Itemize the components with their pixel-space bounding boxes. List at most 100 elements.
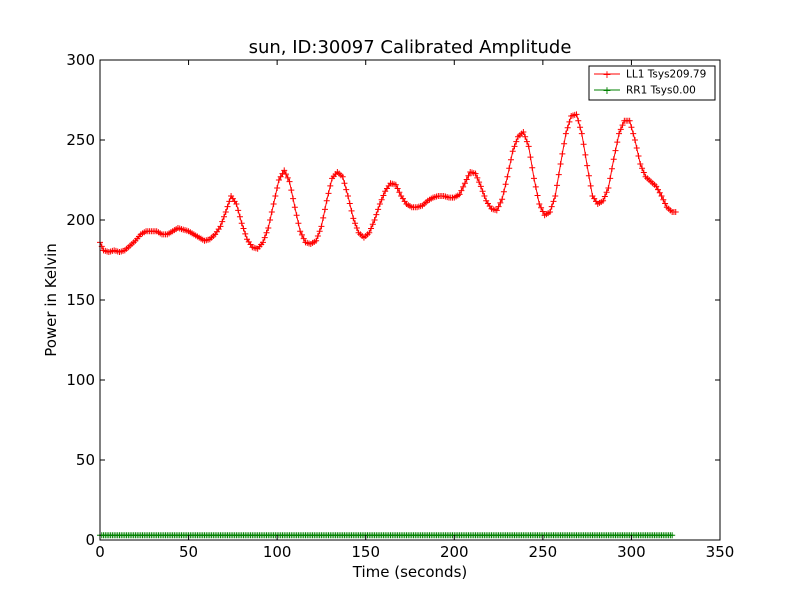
data-point-ll1 [352,220,359,227]
data-point-ll1 [458,187,465,194]
data-point-ll1 [653,183,660,190]
y-tick-label: 200 [66,211,95,229]
x-tick-label: 150 [351,543,380,561]
data-point-ll1 [242,230,249,237]
data-point-ll1 [286,178,293,185]
data-point-ll1 [339,173,346,180]
data-point-ll1 [474,174,481,181]
data-point-ll1 [550,198,557,205]
data-point-ll1 [314,233,321,239]
data-point-ll1 [323,197,330,204]
plot-series [97,111,679,539]
x-tick-label: 200 [440,543,469,561]
data-point-ll1 [394,185,401,192]
data-point-ll1 [546,209,553,215]
data-point-ll1 [233,201,240,207]
data-point-ll1 [499,196,506,203]
data-point-ll1 [520,129,527,135]
data-point-ll1 [283,171,289,178]
data-point-ll1 [548,203,555,210]
data-point-ll1 [284,174,291,181]
y-axis-title: Power in Kelvin [42,243,60,357]
chart-title: sun, ID:30097 Calibrated Amplitude [249,37,572,58]
data-point-ll1 [655,186,661,193]
data-point-ll1 [532,183,539,190]
legend-marker-ll1: + [602,68,611,81]
data-point-ll1 [263,229,270,236]
data-point-ll1 [658,193,665,199]
data-point-ll1 [290,195,297,202]
data-point-ll1 [353,225,360,231]
data-point-ll1 [522,133,529,140]
x-tick-label: 300 [617,543,646,561]
data-point-ll1 [578,130,585,137]
data-point-ll1 [506,165,513,172]
data-point-ll1 [222,209,229,215]
data-point-rr1 [669,532,676,539]
data-point-ll1 [608,165,615,172]
data-point-ll1 [321,206,328,213]
data-point-ll1 [456,191,463,198]
data-point-ll1 [509,148,516,155]
data-point-ll1 [477,183,484,190]
data-point-ll1 [275,177,282,183]
data-point-ll1 [619,122,626,129]
y-tick-label: 0 [85,531,95,549]
data-point-ll1 [534,192,541,199]
data-point-ll1 [279,170,286,177]
data-point-ll1 [507,156,514,163]
x-tick-label: 250 [529,543,558,561]
legend: + LL1 Tsys209.79 + RR1 Tsys0.00 [588,65,716,101]
data-point-ll1 [672,209,679,215]
data-point-ll1 [559,150,566,157]
data-point-ll1 [346,200,353,207]
x-tick-label: 50 [179,543,198,561]
data-point-ll1 [295,220,302,227]
data-point-ll1 [633,145,640,151]
data-point-ll1 [580,141,587,148]
legend-label-ll1: LL1 Tsys209.79 [626,69,706,81]
data-point-ll1 [582,151,589,158]
data-point-ll1 [327,182,334,189]
data-point-ll1 [465,172,472,179]
x-tick-label: 350 [706,543,735,561]
data-point-ll1 [272,193,279,199]
data-point-ll1 [538,204,545,211]
y-tick-label: 50 [76,451,95,469]
data-point-ll1 [502,181,509,188]
data-point-ll1 [504,173,511,180]
series-rr1 [97,532,676,539]
data-point-ll1 [577,124,584,131]
y-axis: 0 50 100 150 200 250 300 [66,51,720,549]
data-point-ll1 [268,209,275,215]
data-point-ll1 [300,235,307,242]
y-tick-label: 250 [66,131,95,149]
data-point-ll1 [564,124,571,131]
data-point-ll1 [525,143,532,150]
data-point-ll1 [240,225,247,232]
x-axis: 0 50 100 150 200 250 300 350 [95,60,734,561]
data-point-ll1 [313,237,320,244]
data-point-ll1 [298,231,305,238]
data-point-ll1 [219,218,226,225]
data-point-ll1 [472,170,479,177]
x-tick-label: 0 [95,543,105,561]
data-point-ll1 [637,161,644,167]
data-point-ll1 [350,215,357,222]
data-point-ll1 [585,172,592,179]
data-point-ll1 [612,147,619,154]
data-point-ll1 [495,203,502,210]
data-point-ll1 [626,117,633,124]
data-point-ll1 [297,228,304,235]
data-point-ll1 [345,193,351,199]
legend-box [588,65,716,101]
data-point-ll1 [513,138,520,145]
data-point-ll1 [552,193,559,199]
data-point-ll1 [380,192,387,199]
data-point-ll1 [662,200,669,207]
data-point-ll1 [267,217,274,223]
data-point-ll1 [555,171,562,178]
plot-frame [99,59,721,541]
data-point-ll1 [277,173,284,180]
